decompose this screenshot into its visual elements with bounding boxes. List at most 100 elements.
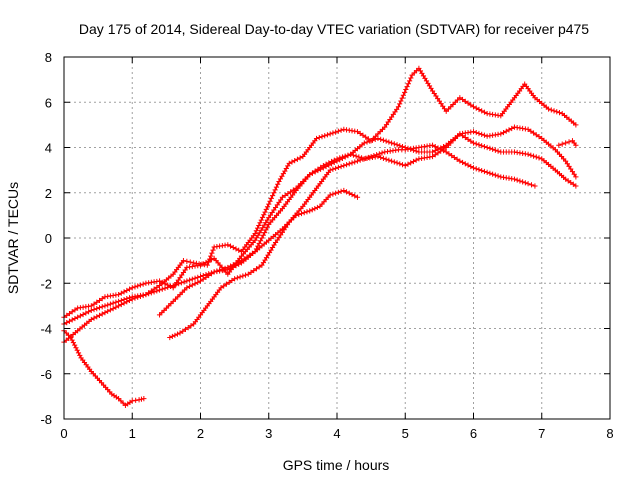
data-point [200,276,206,282]
data-point [443,108,449,114]
data-point [319,134,325,140]
data-point [236,261,242,267]
data-point [298,210,305,217]
x-axis-label: GPS time / hours [283,457,390,473]
data-point [545,106,552,112]
data-point [446,151,452,157]
data-point [333,190,339,196]
data-point [484,144,490,151]
chart-title: Day 175 of 2014, Sidereal Day-to-day VTE… [79,21,589,37]
data-point [309,207,315,213]
data-point [218,285,224,291]
data-point [236,247,242,253]
data-point [429,142,436,148]
data-series [61,65,579,409]
data-point [530,130,537,136]
data-point [454,156,460,162]
data-point [517,178,523,184]
data-point [481,132,488,138]
data-point [449,153,455,159]
data-point [368,153,374,160]
data-point [322,133,328,139]
data-point [360,156,366,162]
data-point [192,275,198,281]
data-point [168,301,174,307]
data-point [465,100,471,106]
data-point [99,296,105,302]
data-point [375,135,381,142]
data-point [536,134,542,140]
data-point [121,296,127,303]
data-point [445,106,452,112]
data-point [346,161,352,167]
data-point [318,164,324,171]
data-point [268,195,274,202]
series-line [169,144,536,339]
data-point [77,352,83,358]
data-point [314,204,320,211]
data-point [264,204,271,210]
data-point [154,288,160,294]
data-point [124,287,130,294]
data-point [70,340,76,346]
y-tick-label: 8 [45,50,52,65]
data-point [503,128,509,134]
data-point [138,396,145,402]
data-point [72,315,78,322]
data-point [386,139,392,145]
data-point [180,258,187,264]
data-point [248,269,254,275]
data-point [96,297,103,304]
data-point [563,140,569,146]
series-track-3 [61,131,579,320]
y-tick-label: 2 [45,186,52,201]
data-point [378,154,384,161]
data-point [394,160,400,166]
data-point [94,305,100,312]
data-point [187,259,193,265]
data-point [566,163,572,169]
data-point [234,275,240,281]
data-point [75,314,81,320]
data-point [166,303,172,309]
data-point [129,285,135,291]
data-point [556,142,562,148]
data-point [335,189,341,195]
data-point [399,162,406,168]
data-point [343,189,350,195]
data-point [156,278,163,284]
data-point [403,86,409,93]
data-point [404,84,410,90]
data-point [197,262,204,268]
data-point [327,192,333,198]
data-point [88,303,94,309]
data-point [110,305,116,312]
data-point [559,141,565,147]
y-tick-label: -6 [40,367,52,382]
data-point [251,267,257,274]
data-point [506,127,512,133]
data-point [352,159,358,165]
data-point [450,101,456,108]
data-point [74,347,80,353]
data-point [203,274,209,280]
data-point [457,95,463,101]
data-point [432,143,438,150]
data-point [229,277,235,284]
data-point [383,156,389,162]
x-tick-label: 2 [197,426,204,441]
data-point [69,309,75,315]
data-point [569,169,576,175]
data-point [345,152,351,158]
data-point [102,310,108,316]
data-point [356,154,362,160]
data-point [256,222,262,229]
data-point [313,135,320,142]
y-axis-label: SDTVAR / TECUs [5,182,21,294]
data-point [85,309,92,315]
data-point [429,153,436,160]
data-point [273,184,280,190]
data-point [75,350,82,356]
data-point [363,155,369,161]
data-point [492,172,498,178]
